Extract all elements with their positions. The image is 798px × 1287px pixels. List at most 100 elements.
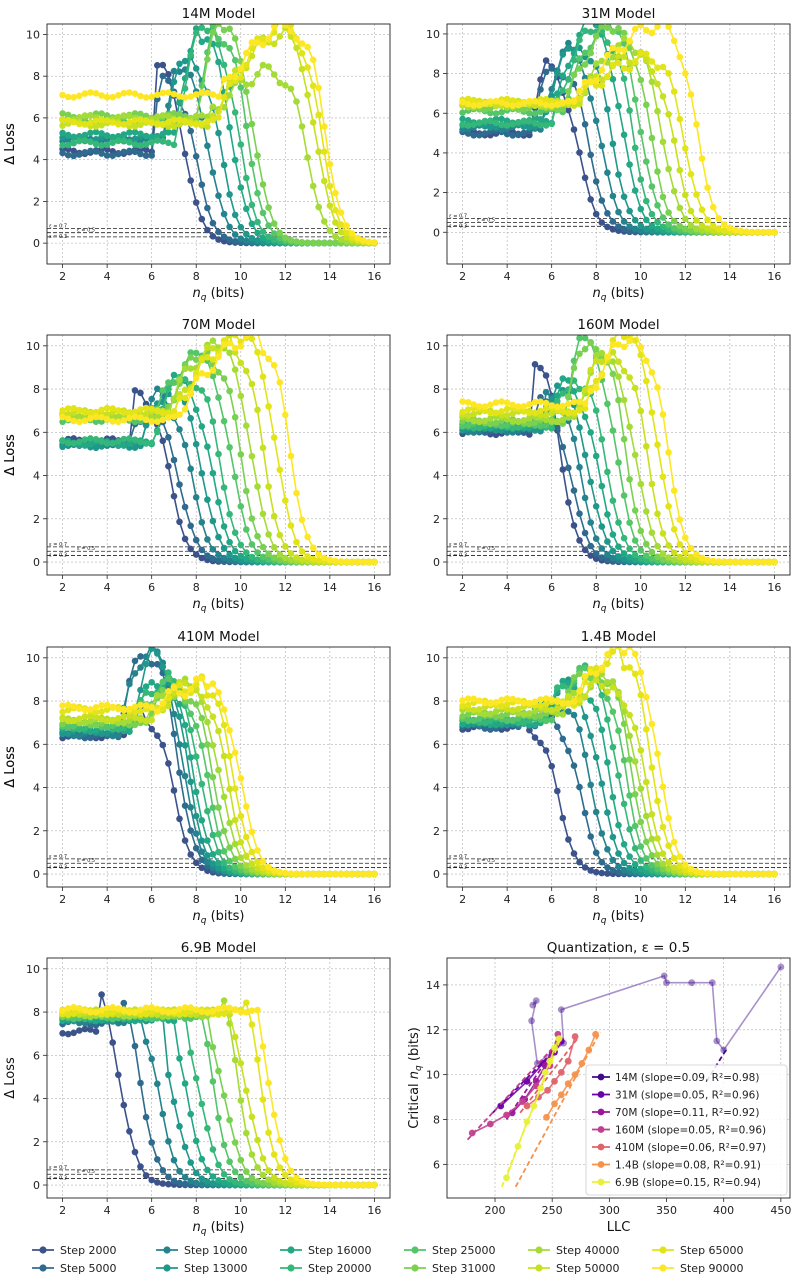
data-point [615, 863, 622, 870]
x-axis-label-n: n [193, 597, 201, 612]
data-point [231, 554, 239, 562]
data-point [515, 719, 522, 727]
data-point [181, 441, 189, 449]
data-point [220, 523, 228, 530]
data-point [337, 228, 345, 236]
data-point [165, 1071, 172, 1079]
data-point [137, 438, 144, 446]
data-point [165, 139, 172, 147]
data-point [198, 423, 206, 430]
data-point [542, 388, 550, 396]
data-point [581, 864, 589, 871]
data-point [209, 345, 217, 352]
data-point [559, 682, 567, 690]
data-point [587, 49, 594, 57]
data-point [665, 209, 672, 216]
data-point [643, 225, 650, 233]
data-point [159, 409, 167, 417]
data-point [237, 541, 245, 549]
data-point [592, 345, 600, 353]
series-line [462, 350, 775, 563]
data-point [665, 70, 672, 77]
data-point [321, 218, 328, 225]
data-point [187, 545, 194, 553]
data-point [204, 123, 211, 130]
data-point [581, 693, 589, 700]
data-point [548, 418, 555, 425]
data-point [520, 719, 528, 726]
data-point [220, 41, 228, 48]
x-tick-label: 6 [548, 581, 555, 594]
data-point [326, 239, 334, 247]
data-point [309, 82, 317, 90]
data-point [631, 25, 639, 33]
data-point [120, 435, 128, 443]
data-point [165, 760, 172, 767]
data-point [142, 422, 150, 429]
data-point [609, 341, 617, 349]
data-point [126, 717, 133, 724]
data-point [598, 869, 606, 877]
data-point [98, 110, 105, 117]
data-point [215, 689, 222, 696]
data-point [226, 339, 233, 347]
data-point [771, 870, 778, 878]
data-point [554, 705, 561, 712]
data-point [503, 717, 511, 725]
data-point [109, 119, 116, 126]
data-point [148, 418, 155, 425]
data-point [287, 85, 295, 93]
x-tick-label: 10 [234, 1204, 248, 1217]
data-point [492, 721, 500, 729]
data-point [654, 542, 661, 550]
data-point [270, 71, 278, 78]
data-point [243, 49, 250, 57]
data-point [76, 114, 83, 121]
data-point [531, 97, 539, 105]
data-point [354, 558, 362, 566]
data-point [176, 121, 183, 128]
data-point [231, 35, 239, 42]
data-point [70, 703, 77, 710]
y-tick-label: 10 [426, 652, 440, 665]
data-point [554, 684, 561, 691]
data-point [59, 122, 66, 129]
epsilon-label: ε = 0.7 [49, 542, 67, 548]
data-point [598, 523, 606, 530]
data-point [459, 713, 466, 720]
data-point [243, 422, 250, 430]
data-point [137, 653, 144, 660]
data-point [576, 149, 583, 156]
data-point [176, 769, 183, 776]
data-point [254, 348, 261, 356]
plot-area [47, 647, 390, 878]
data-point [620, 65, 628, 72]
data-point [343, 229, 350, 236]
data-point [187, 685, 194, 693]
data-point [87, 138, 94, 146]
data-point [159, 89, 167, 97]
data-point [287, 236, 295, 244]
data-point [81, 149, 89, 156]
data-point [215, 859, 222, 867]
data-point [609, 867, 617, 874]
data-point [609, 554, 617, 562]
data-point [92, 713, 100, 721]
data-point [481, 699, 489, 707]
data-point [159, 692, 167, 700]
data-point [631, 337, 639, 344]
data-point [526, 97, 533, 105]
data-point [615, 341, 622, 348]
data-point [715, 225, 722, 233]
data-point [131, 387, 139, 394]
data-point [554, 101, 561, 108]
data-point [604, 651, 611, 658]
data-point [176, 394, 183, 402]
data-point [304, 91, 311, 99]
x-tick-label: 4 [504, 581, 511, 594]
data-point [620, 46, 628, 54]
data-point [554, 710, 561, 718]
data-point [459, 398, 466, 405]
data-point [154, 418, 161, 426]
data-point [526, 414, 533, 422]
